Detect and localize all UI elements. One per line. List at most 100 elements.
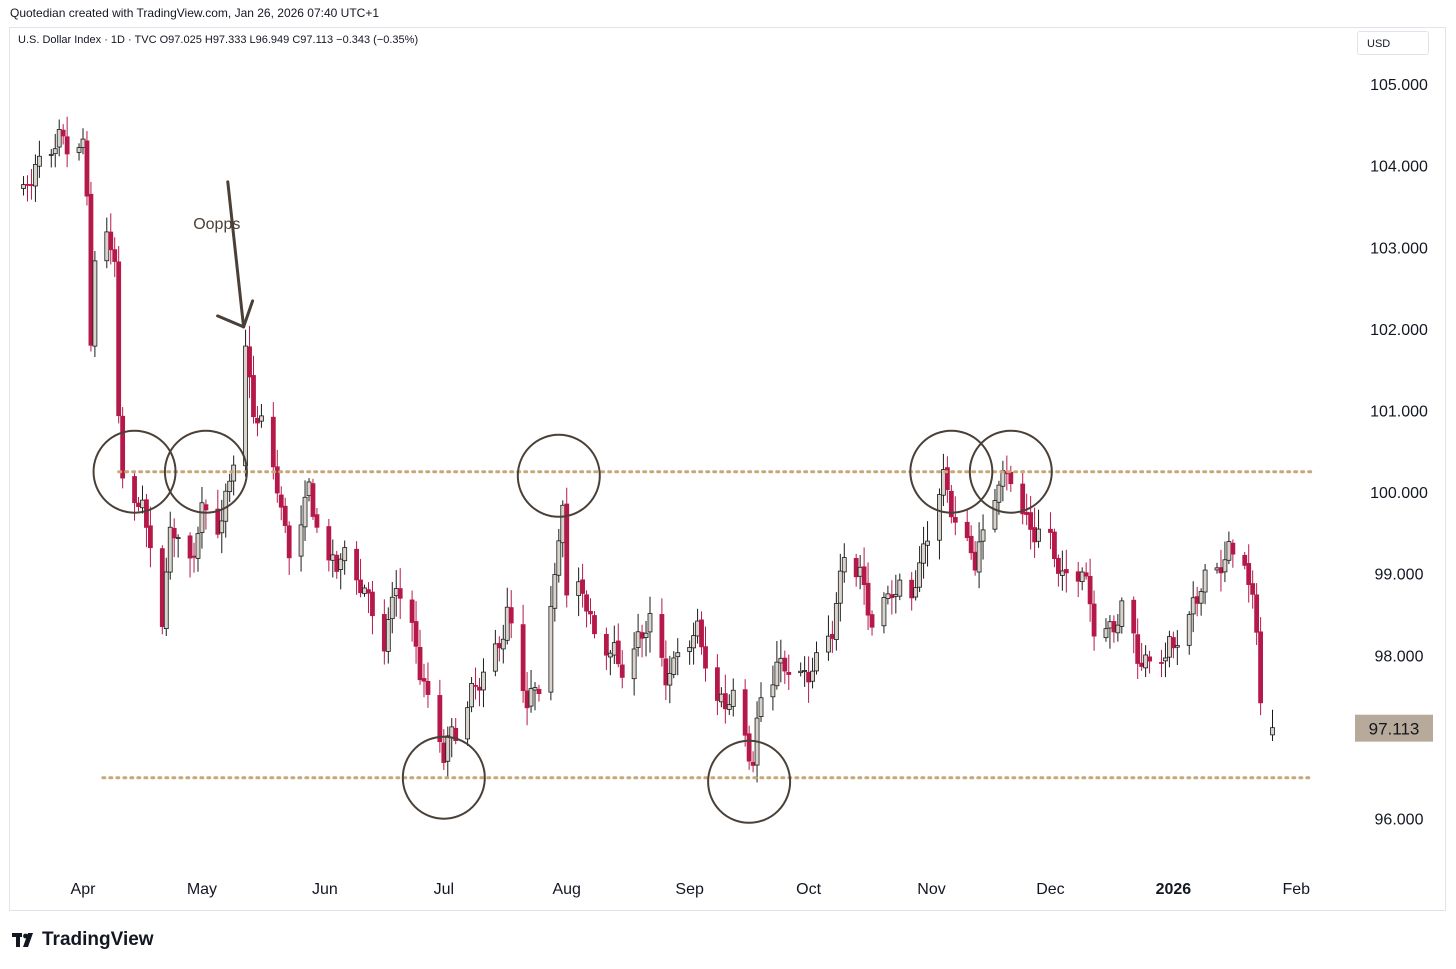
candle-up [841, 557, 847, 573]
candle-down [615, 640, 621, 665]
candle-up [504, 606, 510, 641]
candle-down [417, 646, 423, 681]
candle-up [1107, 621, 1113, 629]
x-tick-label: Aug [552, 881, 580, 898]
candle-up [389, 596, 395, 620]
candle-up [362, 587, 367, 594]
x-tick-label: May [187, 881, 217, 898]
candle-down [116, 261, 122, 417]
candle-down [1075, 571, 1081, 582]
candle-down [663, 658, 669, 686]
candle-down [742, 689, 748, 736]
tradingview-logo[interactable]: TradingView [12, 928, 154, 952]
x-tick-label: Oct [796, 881, 821, 898]
candle-down [282, 505, 288, 526]
candle-up [532, 687, 538, 691]
candle-up [833, 603, 839, 640]
candle-down [948, 490, 954, 518]
candle-up [56, 129, 62, 148]
candle-down [187, 535, 193, 559]
candle-up [342, 547, 348, 562]
candle-down [909, 579, 915, 599]
candle-down [1111, 621, 1117, 633]
x-tick-label: Jun [312, 881, 338, 898]
currency-button[interactable]: USD [1357, 31, 1429, 55]
candle-down [29, 184, 34, 186]
candle-up [917, 562, 923, 588]
candle-down [588, 610, 593, 615]
candle-up [921, 543, 926, 564]
candle-down [441, 742, 447, 763]
candle-up [393, 588, 399, 597]
candle-down [865, 582, 871, 616]
highlight-circle [707, 739, 792, 824]
candle-up [778, 657, 784, 664]
y-tick-label: 105.000 [1370, 77, 1428, 94]
candle-down [1055, 557, 1061, 574]
candle-up [140, 499, 145, 509]
candle-up [992, 500, 998, 530]
candle-down [1218, 567, 1224, 574]
candle-up [167, 526, 173, 573]
candle-down [889, 594, 895, 599]
candle-up [1143, 654, 1149, 669]
tradingview-logo-text: TradingView [42, 929, 154, 950]
candle-up [1163, 657, 1168, 662]
candle-down [639, 632, 645, 639]
candle-down [1254, 594, 1260, 633]
candle-up [857, 566, 863, 577]
candle-up [219, 520, 225, 534]
highlight-circle [163, 429, 248, 514]
candle-down [136, 502, 141, 507]
candle-down [829, 633, 835, 639]
candle-down [806, 671, 811, 683]
candle-down [132, 476, 137, 504]
candle-down [112, 249, 118, 262]
candle-up [175, 537, 181, 540]
candle-down [334, 554, 340, 572]
x-tick-label: Nov [917, 881, 945, 898]
y-tick-label: 98.000 [1375, 648, 1424, 665]
candle-up [481, 671, 486, 691]
candle-up [667, 673, 673, 686]
candle-up [306, 481, 312, 497]
candle-down [496, 643, 502, 649]
candle-down [853, 558, 859, 578]
candle-up [1186, 614, 1192, 646]
candle-up [671, 657, 677, 675]
candle-up [1059, 570, 1065, 576]
candle-up [937, 494, 942, 541]
candle-up [913, 587, 919, 598]
candle-down [409, 599, 415, 623]
candle-down [64, 136, 70, 155]
candle-up [92, 260, 98, 347]
candle-down [508, 607, 514, 624]
candle-up [465, 707, 471, 740]
candle-up [259, 415, 264, 422]
candle-down [381, 614, 387, 652]
candle-up [885, 593, 891, 600]
x-tick-label: Jul [434, 881, 454, 898]
candle-up [1190, 597, 1196, 615]
candle-down [1147, 656, 1152, 662]
candle-down [750, 761, 756, 766]
candle-down [310, 483, 316, 517]
candle-down [1250, 583, 1256, 595]
tradingview-logo-icon [12, 933, 33, 947]
candle-down [952, 517, 958, 523]
candle-down [703, 646, 708, 669]
candle-up [1202, 569, 1208, 593]
candle-down [148, 525, 153, 549]
candle-up [1119, 600, 1125, 627]
candle-up [996, 484, 1002, 503]
candle-down [1131, 599, 1137, 634]
candle-down [191, 555, 197, 558]
chart-frame [9, 27, 1446, 911]
candle-down [869, 614, 875, 628]
candle-up [338, 558, 344, 570]
candle-down [1052, 531, 1057, 560]
y-tick-label: 99.000 [1375, 567, 1424, 584]
candle-down [120, 415, 126, 479]
candle-down [584, 594, 589, 612]
